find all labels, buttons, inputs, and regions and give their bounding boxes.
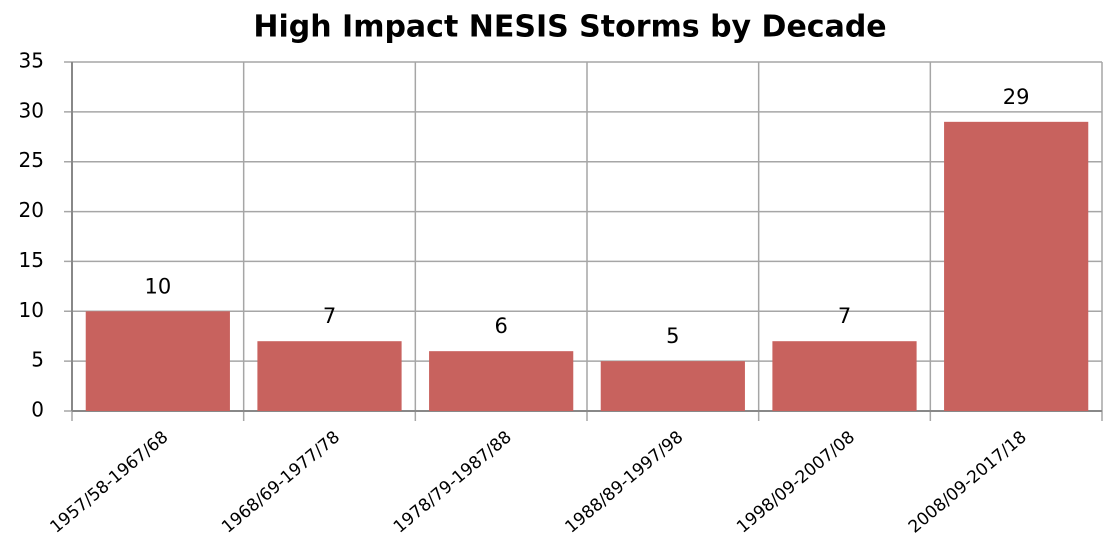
y-tick-label: 30	[19, 98, 44, 122]
chart-title: High Impact NESIS Storms by Decade	[253, 10, 886, 45]
y-tick-label: 5	[31, 348, 44, 372]
bar	[257, 341, 402, 411]
y-tick-label: 10	[19, 298, 44, 322]
value-label: 7	[323, 304, 336, 328]
bar	[85, 311, 230, 411]
value-label: 29	[1003, 85, 1030, 109]
x-tick-label: 2008/09-2017/18	[905, 427, 1031, 537]
value-label: 5	[666, 324, 679, 348]
x-tick-label: 1978/79-1987/88	[390, 427, 516, 537]
value-label: 10	[144, 274, 171, 298]
bar	[944, 121, 1089, 411]
x-tick-label: 1998/09-2007/08	[733, 427, 859, 537]
y-tick-label: 20	[19, 198, 44, 222]
bar	[429, 351, 574, 411]
y-tick-label: 0	[31, 398, 44, 422]
bar	[772, 341, 917, 411]
x-tick-label: 1988/89-1997/98	[561, 427, 687, 537]
y-tick-label: 35	[19, 49, 44, 73]
x-tick-label: 1968/69-1977/78	[218, 427, 344, 537]
y-tick-label: 15	[19, 248, 44, 272]
y-tick-label: 25	[19, 148, 44, 172]
x-tick-label: 1957/58-1967/68	[46, 427, 172, 537]
value-label: 7	[838, 304, 851, 328]
value-label: 6	[494, 314, 507, 338]
bar	[600, 361, 745, 411]
